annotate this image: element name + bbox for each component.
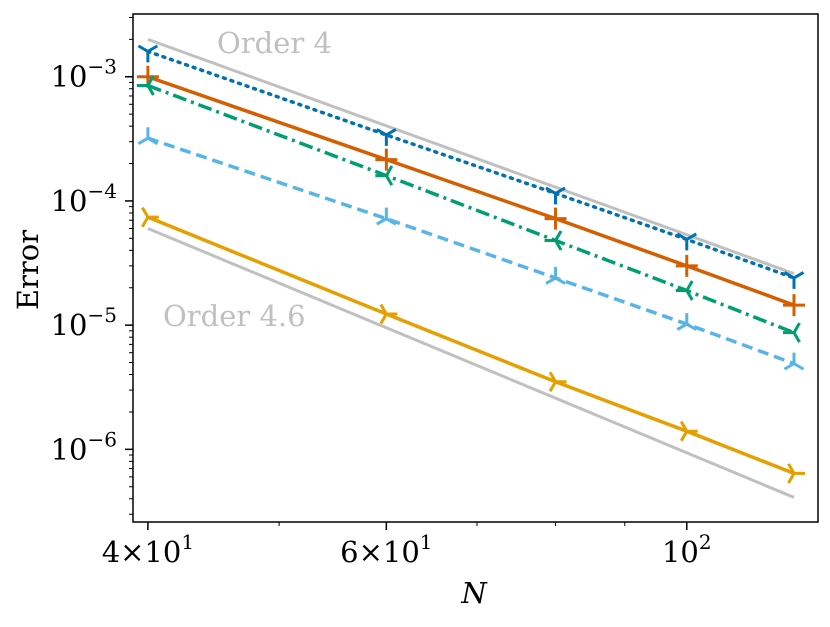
x-axis-label: N bbox=[460, 576, 488, 610]
reference-line-order-4 bbox=[147, 37, 795, 276]
series-2-point bbox=[375, 165, 394, 186]
series-4-point bbox=[787, 463, 805, 484]
series-3-point bbox=[376, 207, 397, 226]
series-2-point bbox=[675, 280, 694, 301]
series-1-point bbox=[544, 207, 567, 230]
series-line-4 bbox=[147, 215, 795, 476]
series-3-point bbox=[783, 352, 805, 371]
reference-label-order-4: Order 4 bbox=[217, 26, 332, 60]
y-tick-label: 10−5 bbox=[51, 303, 117, 342]
y-tick-label: 10−6 bbox=[51, 427, 117, 466]
series-4-point bbox=[141, 206, 159, 228]
plot-area bbox=[136, 37, 805, 499]
series-3-point bbox=[545, 266, 566, 285]
y-tick-label: 10−3 bbox=[51, 55, 117, 94]
series-0-point bbox=[137, 44, 159, 63]
x-tick-label: 6×101 bbox=[340, 530, 432, 569]
y-tick-label: 10−4 bbox=[51, 179, 117, 218]
reference-label-order-4-6: Order 4.6 bbox=[163, 299, 306, 333]
series-0-point bbox=[783, 271, 805, 289]
series-3-point bbox=[137, 127, 159, 145]
series-4-point bbox=[379, 303, 398, 325]
series-2-point bbox=[782, 322, 801, 343]
series-line-0 bbox=[146, 49, 796, 280]
series-4-point bbox=[679, 420, 698, 442]
series-2-point bbox=[136, 75, 155, 96]
reference-line-order-4-6 bbox=[147, 227, 795, 499]
series-1-point bbox=[782, 294, 805, 317]
axes-frame bbox=[132, 13, 819, 523]
y-axis-label: Error bbox=[11, 230, 45, 310]
series-1-point bbox=[675, 254, 698, 277]
series-0-point bbox=[545, 186, 566, 205]
series-line-1 bbox=[147, 75, 795, 307]
series-2-point bbox=[544, 230, 563, 251]
series-0-point bbox=[376, 128, 397, 146]
series-3-point bbox=[676, 313, 698, 331]
x-tick-label: 102 bbox=[662, 530, 712, 569]
series-1-point bbox=[375, 148, 398, 171]
series-4-point bbox=[548, 371, 567, 393]
series-0-point bbox=[676, 232, 698, 251]
x-tick-label: 4×101 bbox=[102, 530, 194, 569]
axis-ticks: 10−6 10−5 10−4 10−3 4×101 6×101 102 bbox=[51, 16, 712, 569]
series-line-2 bbox=[147, 83, 795, 335]
